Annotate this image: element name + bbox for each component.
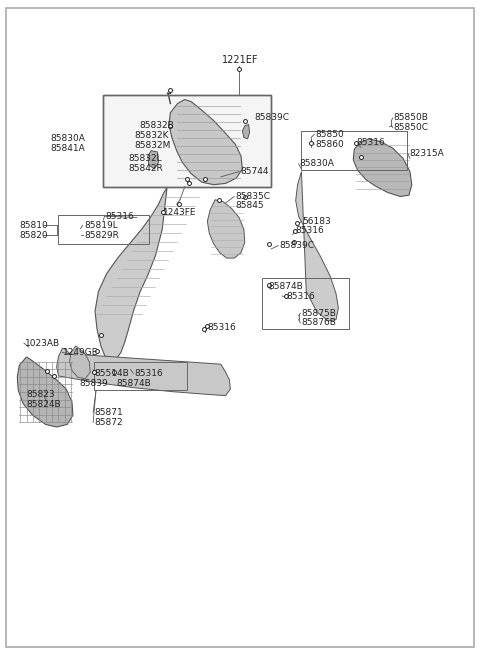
Text: 85316: 85316: [286, 292, 315, 301]
Text: 85874B: 85874B: [117, 379, 151, 388]
Text: 85845: 85845: [235, 201, 264, 210]
Text: 85829R: 85829R: [84, 231, 119, 240]
Text: 85850B: 85850B: [394, 113, 429, 122]
Polygon shape: [207, 200, 245, 258]
Bar: [58, 215, 149, 244]
Text: 1249GE: 1249GE: [63, 348, 99, 357]
Bar: [103, 95, 271, 187]
Text: 85744: 85744: [240, 167, 268, 176]
Text: 85842R: 85842R: [129, 164, 163, 173]
Text: 85832M: 85832M: [134, 141, 171, 150]
Text: 85850C: 85850C: [394, 123, 429, 132]
Text: 1243FE: 1243FE: [163, 208, 197, 217]
Polygon shape: [169, 100, 242, 185]
Polygon shape: [17, 357, 73, 427]
Text: 85830A: 85830A: [50, 134, 85, 143]
Text: 85820: 85820: [19, 231, 48, 240]
Polygon shape: [148, 151, 158, 169]
Text: 85316: 85316: [295, 226, 324, 235]
Text: 85316: 85316: [134, 369, 163, 378]
Text: 85819L: 85819L: [84, 221, 118, 230]
Text: 85875B: 85875B: [301, 309, 336, 318]
Text: 85871: 85871: [94, 408, 123, 417]
Text: 85876B: 85876B: [301, 318, 336, 328]
Text: 85860: 85860: [316, 140, 345, 149]
Text: 56183: 56183: [302, 217, 331, 226]
Polygon shape: [242, 124, 250, 139]
Text: 85841A: 85841A: [50, 144, 85, 153]
Text: 85839: 85839: [79, 379, 108, 388]
Text: 85810: 85810: [19, 221, 48, 230]
Text: 85835C: 85835C: [235, 192, 270, 201]
Text: 85832L: 85832L: [129, 154, 162, 163]
Text: 85824B: 85824B: [26, 400, 61, 409]
Polygon shape: [353, 139, 412, 196]
Bar: [103, 95, 271, 187]
Text: 85832B: 85832B: [139, 121, 174, 130]
Text: 85316: 85316: [356, 138, 385, 147]
Text: 85316: 85316: [207, 323, 236, 332]
Bar: [94, 362, 187, 390]
Bar: [262, 278, 349, 329]
Text: 85874B: 85874B: [269, 282, 303, 291]
Bar: [301, 131, 407, 170]
Text: 85514B: 85514B: [94, 369, 129, 378]
Polygon shape: [57, 348, 230, 396]
Text: 85830A: 85830A: [300, 159, 335, 168]
Text: 85872: 85872: [94, 418, 123, 427]
Polygon shape: [296, 172, 338, 321]
Text: 1023AB: 1023AB: [25, 339, 60, 348]
Polygon shape: [70, 346, 90, 379]
Text: 85839C: 85839C: [279, 241, 314, 250]
Text: 85316: 85316: [106, 212, 134, 221]
Text: 85850: 85850: [316, 130, 345, 139]
Text: 82315A: 82315A: [409, 149, 444, 159]
Text: 85823: 85823: [26, 390, 55, 399]
Text: 85839C: 85839C: [254, 113, 289, 122]
Text: 1221EF: 1221EF: [222, 55, 258, 66]
Text: 85832K: 85832K: [134, 131, 169, 140]
Polygon shape: [95, 187, 167, 362]
